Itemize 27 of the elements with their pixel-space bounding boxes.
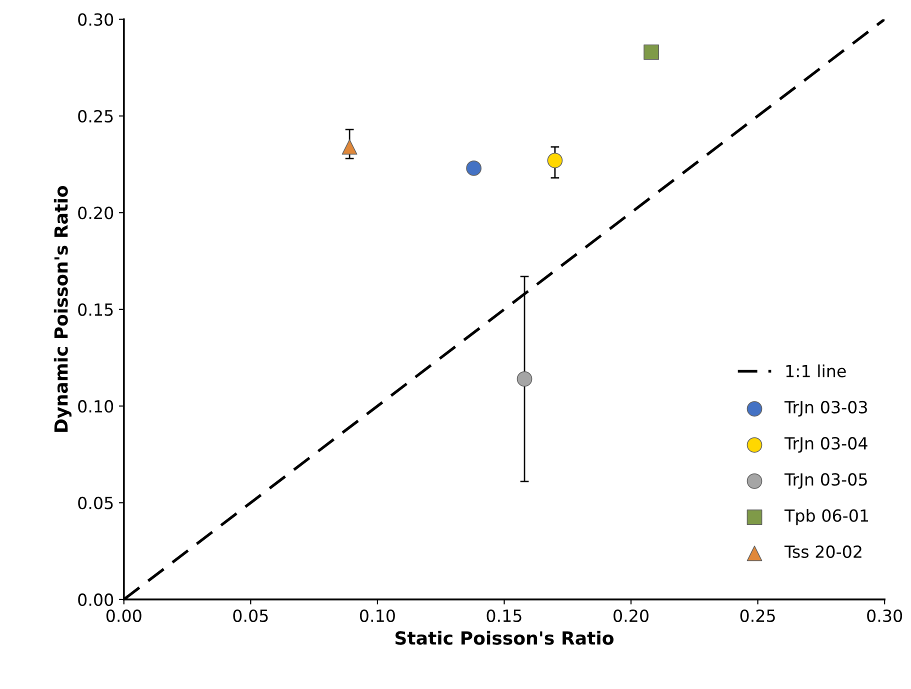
legend-label: Tpb 06-01 — [784, 508, 868, 526]
y-tick-label: 0.05 — [78, 496, 113, 510]
x-tick-label: 0.00 — [106, 609, 142, 622]
y-tick-label: 0.10 — [78, 400, 114, 413]
point — [342, 139, 358, 155]
point — [547, 152, 563, 168]
y-tick-label: 0.00 — [78, 593, 114, 606]
y-tick-label: 0.20 — [78, 206, 114, 220]
point — [516, 371, 532, 387]
x-tick-label: 0.15 — [486, 609, 522, 622]
legend-label: 1:1 line — [786, 364, 846, 378]
x-tick-label: 0.30 — [867, 609, 902, 622]
x-tick-label: 0.10 — [360, 609, 395, 622]
y-axis-title: Dynamic Poisson's Ratio — [54, 186, 72, 432]
y-tick-label: 0.15 — [78, 303, 113, 316]
x-axis-title: Static Poisson's Ratio — [395, 630, 614, 645]
y-tick-label: 0.25 — [78, 110, 113, 123]
legend-label: Tss 20-02 — [784, 545, 862, 558]
point — [466, 160, 482, 176]
legend-label: TrJn 03-04 — [784, 437, 868, 453]
point — [644, 44, 660, 60]
legend-label: TrJn 03-03 — [784, 400, 867, 417]
y-tick-label: 0.30 — [78, 13, 114, 26]
x-tick-label: 0.25 — [740, 609, 775, 622]
x-tick-label: 0.20 — [614, 609, 648, 622]
legend-label: TrJn 03-05 — [784, 473, 867, 489]
x-tick-label: 0.05 — [233, 609, 268, 622]
